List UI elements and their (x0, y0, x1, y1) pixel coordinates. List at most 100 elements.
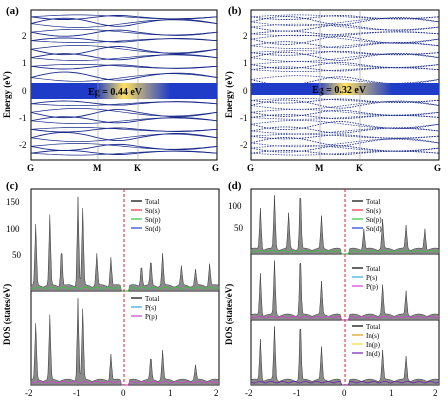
band-line (30, 109, 218, 119)
band-line (250, 127, 440, 135)
panel-a-xtick: K (134, 163, 141, 173)
panel-b-ylabel: Energy (eV) (224, 71, 234, 118)
band-line (30, 143, 218, 151)
dos-partial-line (30, 286, 220, 292)
panel-d-xtick: 0 (342, 388, 347, 398)
panel-b-xtick: G (434, 163, 441, 173)
band-line (30, 63, 218, 69)
panel-d-legend-mid: Total P(s) P(p) (352, 265, 380, 291)
band-line (250, 51, 440, 61)
band-line (250, 34, 440, 44)
band-line (30, 117, 218, 125)
band-line (250, 42, 440, 50)
band-line (250, 16, 440, 26)
band-line (30, 17, 218, 27)
panel-c-legend-top: Total Sn(s) Sn(p) Sn(d) (131, 198, 161, 233)
band-line (250, 121, 440, 131)
legend-in-s: In(s) (366, 332, 380, 340)
panel-a-ytick: -1 (19, 113, 27, 123)
band-line (250, 144, 440, 152)
panel-a-xtick: G (27, 163, 34, 173)
band-line (30, 101, 218, 107)
band-line (30, 53, 218, 61)
panel-c-xtick: -1 (73, 388, 81, 398)
band-line (250, 126, 440, 134)
panel-d-legend-top: Total Sn(s) Sn(p) Sn(d) (352, 198, 382, 233)
band-line (30, 37, 218, 43)
panel-c-xtick: 0 (121, 388, 126, 398)
panel-b-ytick: -2 (240, 140, 248, 150)
panel-c-ytick: 50 (12, 250, 22, 260)
legend-sn-s: Sn(s) (145, 207, 160, 215)
band-line (250, 133, 440, 139)
band-line (30, 133, 218, 143)
panel-b-xtick: M (315, 163, 324, 173)
panel-a-xtick: G (212, 163, 219, 173)
legend-p-p: P(p) (145, 313, 158, 321)
band-line (30, 28, 218, 36)
legend-sn-p: Sn(p) (145, 216, 161, 224)
panel-c-label: (c) (6, 180, 19, 192)
band-line (250, 98, 440, 103)
band-line (250, 14, 440, 20)
panel-b: (b) Eg = 0.32 eV Energy (eV) 2 1 0 -1 -2… (224, 5, 441, 173)
band-line (250, 137, 440, 147)
panel-b-bands (250, 14, 440, 156)
panel-a-ytick: 2 (22, 31, 27, 41)
band-line (250, 30, 440, 36)
panel-c-xtick: 2 (214, 388, 219, 398)
panel-b-gap-band (251, 83, 439, 95)
band-line (250, 99, 440, 109)
panel-a-ytick: -2 (19, 140, 27, 150)
band-line (250, 41, 440, 49)
panel-a-ytick: 1 (22, 58, 27, 68)
band-line (30, 143, 218, 150)
band-line (250, 120, 440, 129)
panel-d-legend-bottom: Total In(s) In(p) In(d) (352, 323, 381, 358)
band-line (250, 35, 440, 45)
band-line (30, 15, 218, 20)
panel-b-xtick: K (356, 163, 363, 173)
band-line (250, 61, 440, 68)
panel-d-xtick: -2 (245, 388, 253, 398)
panel-d-label: (d) (228, 180, 242, 192)
panel-c-dos (30, 196, 220, 386)
panel-a-bands (30, 14, 218, 156)
legend-p-s: P(s) (366, 274, 378, 282)
legend-total: Total (366, 198, 380, 206)
band-line (30, 131, 218, 142)
panel-c-ylabel: DOS (states/eV) (2, 284, 12, 345)
panel-b-ytick: -1 (240, 113, 248, 123)
panel-a-ylabel: Energy (eV) (2, 71, 12, 118)
band-line (30, 71, 218, 81)
panel-c: (c) DOS (states/eV) 150 100 50 -2 -1 0 1… (2, 180, 220, 398)
band-line (250, 145, 440, 153)
legend-total: Total (366, 323, 380, 331)
band-line (30, 150, 218, 156)
panel-d-ytick: 50 (234, 223, 244, 233)
panel-d-xtick: 2 (433, 388, 438, 398)
panel-d-xtick: 1 (389, 388, 394, 398)
band-line (250, 50, 440, 55)
panel-c-legend-bottom: Total P(s) P(p) (131, 295, 159, 321)
band-line (250, 62, 440, 70)
legend-p-s: P(s) (145, 304, 157, 312)
panel-b-label: (b) (228, 5, 242, 17)
legend-in-d: In(d) (366, 350, 381, 358)
panel-a: (a) Eg = 0.44 eV Energy (eV) 2 1 0 -1 -2… (2, 5, 219, 173)
panel-c-xtick: -2 (25, 388, 33, 398)
band-line (30, 127, 218, 133)
legend-sn-d: Sn(d) (145, 225, 161, 233)
band-line (250, 109, 440, 117)
panel-b-gap-label: Eg = 0.32 eV (312, 85, 367, 96)
dos-partial-line (30, 381, 220, 386)
legend-total: Total (145, 295, 159, 303)
band-line (30, 46, 218, 56)
panel-d-ytick: 100 (228, 201, 242, 211)
panel-c-ytick: 150 (6, 197, 20, 207)
band-line (30, 14, 218, 20)
panel-b-xtick: G (247, 163, 254, 173)
panel-a-label: (a) (6, 5, 19, 17)
legend-sn-s: Sn(s) (366, 207, 381, 215)
